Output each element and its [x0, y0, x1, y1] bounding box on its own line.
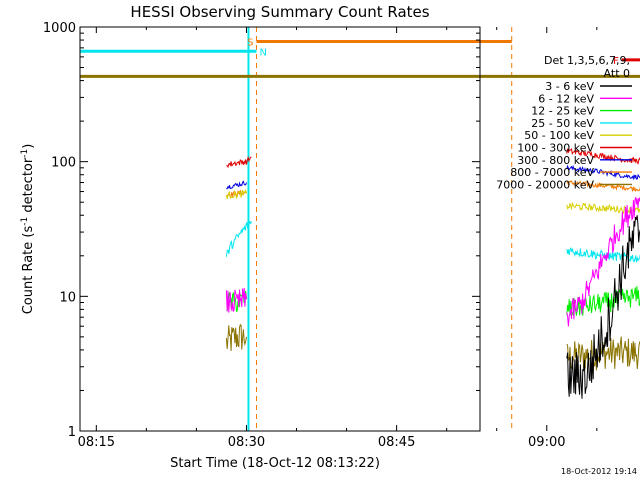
legend-header-line2: Att 0	[604, 67, 630, 80]
legend-label-6: 300 - 800 keV	[517, 154, 594, 167]
plot-content	[225, 27, 640, 431]
y-axis-label-sup1: -1	[20, 217, 30, 226]
series-50-100-kev-segment-1	[566, 202, 640, 215]
series-300-800-kev-segment-0	[226, 180, 247, 190]
x-tick-label-1: 08:30	[228, 435, 265, 450]
series-100-300-kev-segment-0	[226, 155, 252, 169]
legend-label-1: 6 - 12 keV	[538, 92, 594, 105]
series-7000-20000-kev-segment-1	[566, 336, 640, 371]
x-tick-label-3: 09:00	[528, 435, 565, 450]
series-25-50-kev-segment-1	[566, 247, 640, 263]
legend-label-5: 100 - 300 keV	[517, 142, 594, 155]
series-100-300-kev-segment-1	[566, 148, 640, 165]
axes: 08:1508:3008:4509:0009:1509:3009:4511010…	[43, 21, 598, 450]
legend-label-4: 50 - 100 keV	[524, 129, 594, 142]
legend-header-line1: Det 1,3,5,6,7,9,	[544, 54, 630, 67]
y-tick-label-3: 1000	[43, 21, 76, 36]
y-axis-label-part3: )	[21, 144, 36, 149]
generation-timestamp: 18-Oct-2012 19:14	[561, 467, 637, 476]
y-tick-label-1: 10	[59, 290, 76, 305]
x-tick-label-0: 08:15	[78, 435, 115, 450]
series-800-7000-kev-segment-1	[566, 180, 640, 193]
flag-label-n: N	[259, 47, 266, 58]
series-300-800-kev-segment-1	[566, 164, 640, 181]
y-axis-label-part2: detector	[21, 157, 36, 217]
series-6-12-kev-segment-0	[225, 288, 247, 313]
plot-frame	[79, 26, 481, 432]
series-7000-20000-kev-segment-0	[225, 323, 247, 351]
x-tick-label-2: 08:45	[378, 435, 415, 450]
flag-bars: SNFFD1FD2	[80, 38, 640, 78]
chart-title: HESSI Observing Summary Count Rates	[130, 3, 429, 21]
flag-label-s: S	[247, 38, 253, 49]
legend-label-3: 25 - 50 keV	[531, 117, 594, 130]
y-tick-label-2: 100	[51, 156, 76, 171]
legend-label-0: 3 - 6 keV	[545, 80, 594, 93]
legend-label-8: 7000 - 20000 keV	[496, 178, 594, 191]
x-axis-label: Start Time (18-Oct-12 08:13:22)	[170, 456, 380, 471]
y-axis-label: Count Rate (s-1 detector-1)	[20, 144, 36, 315]
legend-label-2: 12 - 25 keV	[531, 105, 594, 118]
series-25-50-kev-segment-0	[225, 220, 252, 257]
y-axis-label-sup2: -1	[20, 149, 30, 158]
series-3-6-kev-segment-0	[566, 215, 640, 399]
y-tick-label-0: 1	[68, 425, 76, 440]
series-50-100-kev-segment-0	[225, 188, 247, 200]
series-6-12-kev-segment-1	[566, 196, 640, 327]
flag-label-f: F	[613, 56, 619, 67]
y-axis-label-part1: Count Rate (s	[21, 226, 36, 315]
legend-label-7: 800 - 7000 keV	[510, 166, 594, 179]
